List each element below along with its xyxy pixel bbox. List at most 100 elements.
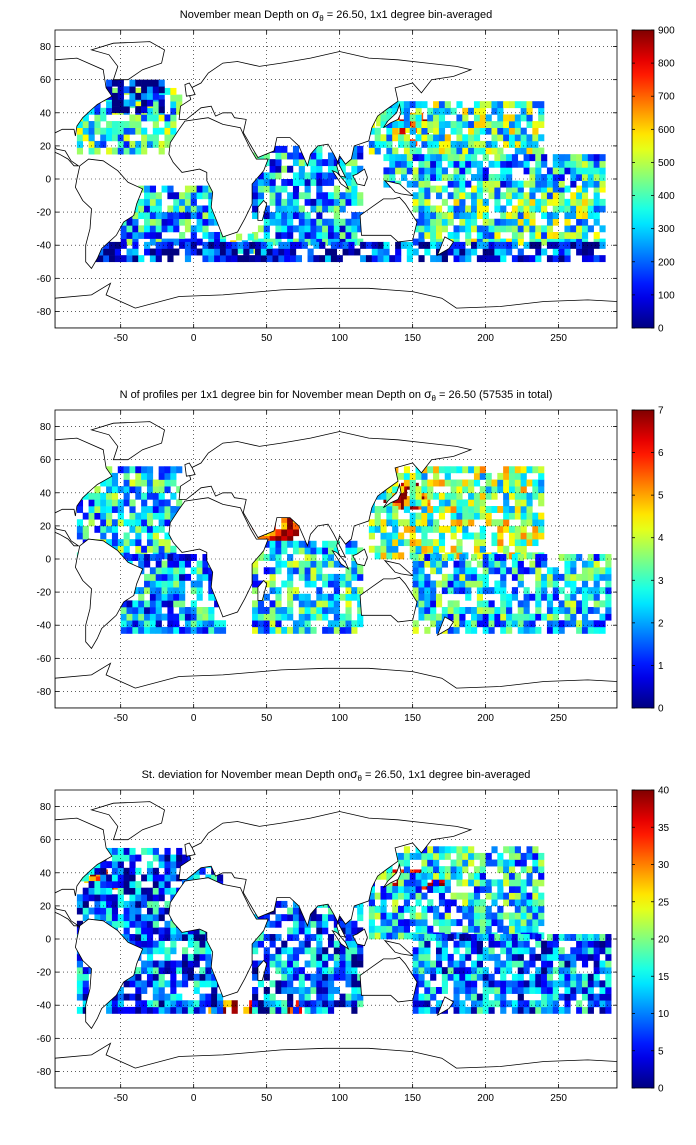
data-cell <box>424 180 431 188</box>
data-cell <box>298 593 305 601</box>
data-cell <box>581 560 589 568</box>
data-cell <box>199 1000 206 1008</box>
data-cell <box>438 899 446 907</box>
data-cell <box>538 107 545 115</box>
data-cell <box>141 106 148 114</box>
data-cell <box>476 205 484 213</box>
data-cell <box>357 165 364 173</box>
data-cell <box>482 620 489 628</box>
data-cell <box>406 160 413 168</box>
data-cell <box>473 886 481 893</box>
data-cell <box>409 852 416 860</box>
data-cell <box>570 593 577 601</box>
data-cell <box>415 879 422 887</box>
data-cell <box>517 212 524 220</box>
data-cell <box>532 127 539 135</box>
landmass <box>257 199 268 221</box>
data-cell <box>471 205 478 213</box>
data-cell <box>517 573 524 581</box>
data-cell <box>263 231 270 239</box>
data-cell <box>506 225 513 233</box>
data-cell <box>316 567 323 575</box>
data-cell <box>357 192 364 200</box>
data-cell <box>164 545 171 553</box>
x-tick-label: 100 <box>331 1093 348 1104</box>
data-cell <box>424 940 431 948</box>
data-cell <box>444 121 451 128</box>
data-cell <box>126 255 133 263</box>
data-cell <box>380 140 387 148</box>
data-cell <box>430 613 437 621</box>
data-cell <box>511 241 519 249</box>
data-cell <box>333 626 340 634</box>
data-cell <box>304 947 311 955</box>
data-cell <box>517 947 524 955</box>
data-cell <box>421 525 428 533</box>
data-cell <box>520 866 527 874</box>
data-cell <box>82 973 89 981</box>
data-cell <box>351 587 358 595</box>
data-cell <box>456 486 463 494</box>
data-cell <box>514 140 521 148</box>
data-cell <box>494 554 501 561</box>
data-cell <box>511 231 519 239</box>
data-cell <box>421 925 428 933</box>
data-cell <box>427 147 434 155</box>
data-cell <box>310 626 317 634</box>
data-cell <box>453 967 460 975</box>
data-cell <box>158 106 165 114</box>
data-cell <box>292 593 300 601</box>
data-cell <box>526 466 533 474</box>
data-cell <box>94 107 101 115</box>
data-cell <box>465 587 472 595</box>
data-cell <box>111 519 119 527</box>
data-cell <box>497 525 504 533</box>
data-cell <box>599 174 606 181</box>
data-cell <box>535 241 542 249</box>
data-cell <box>176 107 183 115</box>
data-cell <box>441 940 448 948</box>
data-cell <box>141 472 148 480</box>
data-cell <box>427 492 434 500</box>
data-cell <box>456 512 463 520</box>
data-cell <box>155 593 162 601</box>
data-cell <box>438 525 446 533</box>
data-cell <box>287 573 294 581</box>
data-cell <box>468 872 475 880</box>
data-cell <box>433 879 440 887</box>
data-cell <box>459 154 466 162</box>
data-cell <box>149 613 157 621</box>
data-cell <box>176 1006 183 1014</box>
data-cell <box>587 607 594 614</box>
data-cell <box>444 872 451 880</box>
data-cell <box>386 134 393 142</box>
data-cell <box>459 174 466 181</box>
data-cell <box>106 512 113 520</box>
data-cell <box>161 613 168 621</box>
data-cell <box>380 539 387 547</box>
data-cell <box>447 613 454 621</box>
data-cell <box>546 218 554 226</box>
data-cell <box>430 167 437 175</box>
data-cell <box>155 600 162 608</box>
data-cell <box>497 539 504 547</box>
data-cell <box>386 506 393 513</box>
data-cell <box>316 179 323 186</box>
data-cell <box>357 914 364 922</box>
data-cell <box>406 255 413 263</box>
data-cell <box>173 225 180 233</box>
data-cell <box>497 912 504 920</box>
data-cell <box>144 192 151 200</box>
data-cell <box>135 466 142 474</box>
data-cell <box>409 525 416 533</box>
data-cell <box>503 899 510 907</box>
data-cell <box>269 218 276 226</box>
data-cell <box>144 600 151 608</box>
data-cell <box>76 907 84 915</box>
data-cell <box>164 874 171 882</box>
data-cell <box>535 180 542 188</box>
data-cell <box>546 1006 554 1014</box>
data-cell <box>424 934 431 941</box>
data-cell <box>126 626 133 634</box>
data-cell <box>94 114 101 122</box>
